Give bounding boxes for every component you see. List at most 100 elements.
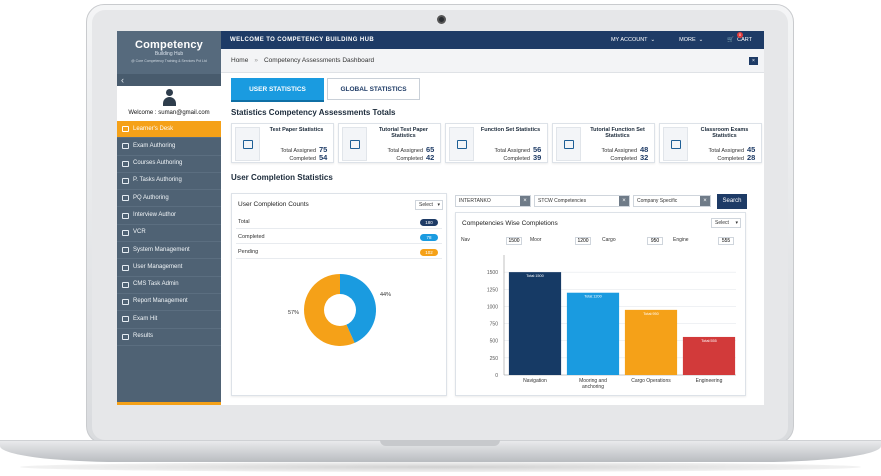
cart-icon: 🛒 — [727, 37, 735, 43]
competency-filters: INTERTANKO × STCW Competencies × Company S… — [455, 194, 747, 209]
logo[interactable]: Competency Building Hub @ Core Competenc… — [117, 31, 221, 74]
menu-item-icon — [122, 333, 129, 340]
sidebar-item-courses-authoring[interactable]: Courses Authoring — [117, 156, 221, 173]
cwc-select[interactable]: Select — [711, 218, 741, 228]
assigned-value: 45 — [747, 145, 756, 154]
top-bar: WELCOME TO COMPETENCY BUILDING HUB MY AC… — [221, 31, 764, 49]
sidebar-item-label: Report Management — [133, 298, 188, 305]
stat-card[interactable]: Classroom Exams Statistics Total Assigned… — [659, 123, 762, 163]
breadcrumb-home[interactable]: Home — [231, 57, 249, 64]
stat-tabs: USER STATISTICS GLOBAL STATISTICS — [231, 78, 420, 100]
donut-label-pending: 57% — [288, 310, 299, 316]
cwc-summary-value: 1200 — [575, 237, 591, 245]
document-stats-icon — [449, 127, 474, 161]
breadcrumb: Home » Competency Assessments Dashboard … — [221, 49, 764, 73]
bar-data-label: Total:950 — [643, 312, 658, 316]
completed-label: Completed — [717, 156, 744, 162]
sidebar-item-vcr[interactable]: VCR — [117, 225, 221, 243]
y-tick-label: 1250 — [487, 287, 498, 293]
totals-title: Statistics Competency Assessments Totals — [231, 108, 396, 117]
menu-item-icon — [122, 160, 129, 167]
ucc-value-badge: 102 — [420, 249, 438, 256]
collapse-sidebar-button[interactable]: ‹ — [117, 74, 221, 86]
sidebar-item-exam-authoring[interactable]: Exam Authoring — [117, 138, 221, 156]
competencies-bar-chart: 0 250 500 750 1000 1250 1500 Total:1500 Navigati… — [487, 255, 736, 390]
sidebar-item-label: Exam Authoring — [133, 142, 176, 149]
completed-value: 28 — [747, 153, 756, 162]
stat-card[interactable]: Tutorial Function Set Statistics Total As… — [552, 123, 655, 163]
y-tick-label: 0 — [495, 373, 498, 379]
tab-global-statistics[interactable]: GLOBAL STATISTICS — [327, 78, 420, 100]
assigned-label: Total Assigned — [280, 148, 316, 154]
stat-card[interactable]: Test Paper Statistics Total Assigned 75 Com… — [231, 123, 334, 163]
ucc-select[interactable]: Select — [415, 200, 443, 210]
menu-item-icon — [122, 195, 129, 202]
close-icon[interactable]: × — [700, 196, 710, 206]
my-account-label: MY ACCOUNT — [610, 37, 648, 43]
bar — [682, 336, 736, 375]
logo-tagline: @ Core Competency Training & Services Pv… — [131, 59, 207, 63]
menu-item-icon — [122, 178, 129, 185]
x-tick-label: anchoring — [582, 384, 604, 390]
menu-item-icon — [122, 316, 129, 323]
logo-subtitle: Building Hub — [154, 51, 184, 57]
bar-data-label: Total:1200 — [584, 295, 602, 299]
x-tick-label: Engineering — [696, 378, 723, 384]
sidebar-item-learner-s-desk[interactable]: Learner's Desk — [117, 121, 221, 139]
main-content: USER STATISTICS GLOBAL STATISTICS Statis… — [221, 73, 764, 405]
logo-title: Competency — [134, 39, 204, 51]
ucc-row-pending: Pending 102 — [236, 246, 442, 259]
my-account-menu[interactable]: MY ACCOUNT ⌄ — [599, 37, 667, 43]
stat-completed-row: Completed 32 — [610, 153, 650, 162]
sidebar-item-pq-authoring[interactable]: PQ Authoring — [117, 190, 221, 208]
cart-button[interactable]: 🛒 CART — [715, 37, 764, 43]
sidebar-item-system-management[interactable]: System Management — [117, 242, 221, 260]
bar — [624, 309, 678, 375]
ucc-title: User Completion Counts — [238, 201, 309, 208]
tab-user-statistics[interactable]: USER STATISTICS — [231, 78, 324, 100]
close-icon[interactable]: × — [520, 196, 530, 206]
assigned-label: Total Assigned — [387, 148, 423, 154]
assigned-value: 48 — [640, 145, 649, 154]
sidebar-item-user-management[interactable]: User Management — [117, 259, 221, 277]
stat-card[interactable]: Tutorial Test Paper Statistics Total Assi… — [338, 123, 441, 163]
sidebar-item-interview-author[interactable]: Interview Author — [117, 207, 221, 225]
stat-assigned-row: Total Assigned 65 — [388, 145, 436, 154]
sidebar-item-p-tasks-authoring[interactable]: P. Tasks Authoring — [117, 173, 221, 191]
more-label: MORE — [679, 37, 696, 43]
filter-company[interactable]: Company Specific × — [633, 195, 711, 207]
stat-completed-row: Completed 42 — [396, 153, 436, 162]
filter-intertanko[interactable]: INTERTANKO × — [455, 195, 531, 207]
sidebar-item-exam-hit[interactable]: Exam Hit — [117, 311, 221, 329]
document-stats-icon — [663, 127, 688, 161]
bar — [508, 272, 562, 375]
y-tick-label: 500 — [490, 339, 499, 345]
sidebar-item-results[interactable]: Results — [117, 329, 221, 346]
close-icon[interactable]: × — [619, 196, 629, 206]
ucc-row-completed: Completed 78 — [236, 231, 442, 244]
ucc-value-badge: 78 — [420, 234, 438, 241]
document-stats-icon — [235, 127, 260, 161]
more-menu[interactable]: MORE ⌄ — [667, 37, 715, 43]
stat-assigned-row: Total Assigned 56 — [495, 145, 543, 154]
user-completion-panel: User Completion Counts Select Total 180 C… — [231, 193, 447, 396]
completed-label: Completed — [503, 156, 530, 162]
chevron-down-icon: ⌄ — [650, 37, 656, 43]
sidebar-item-cms-task-admin[interactable]: CMS Task Admin — [117, 277, 221, 294]
cart-count-badge: 0 — [737, 32, 743, 38]
sidebar-item-label: Courses Authoring — [133, 160, 183, 167]
sidebar-item-report-management[interactable]: Report Management — [117, 294, 221, 312]
close-icon[interactable]: × — [749, 57, 758, 65]
stat-card[interactable]: Function Set Statistics Total Assigned 56 C… — [445, 123, 548, 163]
donut-hole — [324, 294, 356, 326]
bar-data-label: Total:1500 — [526, 274, 544, 278]
assigned-label: Total Assigned — [494, 148, 530, 154]
sidebar: Competency Building Hub @ Core Competenc… — [117, 31, 221, 405]
menu-item-icon — [122, 264, 129, 271]
cwc-summary-label: Nav — [461, 237, 470, 243]
y-tick-label: 1500 — [487, 270, 498, 276]
filter-stcw[interactable]: STCW Competencies × — [534, 195, 630, 207]
sidebar-item-label: P. Tasks Authoring — [133, 177, 182, 184]
completed-value: 39 — [533, 153, 542, 162]
search-button[interactable]: Search — [717, 194, 747, 209]
